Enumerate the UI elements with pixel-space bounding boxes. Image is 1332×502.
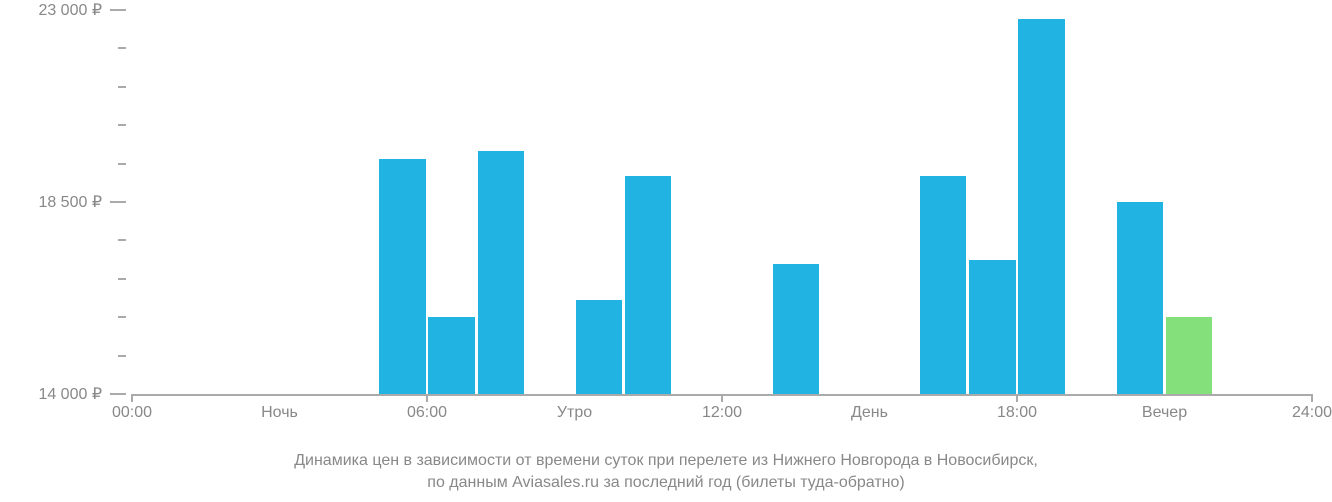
y-major-tick <box>110 201 126 203</box>
price-bar-hour-5 <box>379 159 425 394</box>
y-minor-tick <box>118 47 126 49</box>
x-tick <box>721 394 723 402</box>
price-bar-hour-6 <box>428 317 474 394</box>
y-minor-tick <box>118 316 126 318</box>
x-axis-label: 06:00 <box>407 404 447 422</box>
y-axis-label: 23 000 ₽ <box>0 0 102 20</box>
x-axis-label: День <box>851 404 888 422</box>
x-axis-label: Ночь <box>261 404 298 422</box>
y-minor-tick <box>118 355 126 357</box>
price-bar-hour-10 <box>625 176 671 394</box>
x-axis-label: 00:00 <box>112 404 152 422</box>
y-major-tick <box>110 9 126 11</box>
price-bar-hour-16 <box>920 176 966 394</box>
y-minor-tick <box>118 86 126 88</box>
x-axis-label: 18:00 <box>997 404 1037 422</box>
price-bar-hour-21 <box>1166 317 1212 394</box>
chart-caption: Динамика цен в зависимости от времени су… <box>0 450 1332 494</box>
price-bar-hour-18 <box>1018 19 1064 394</box>
y-axis-label: 14 000 ₽ <box>0 384 102 404</box>
y-minor-tick <box>118 124 126 126</box>
plot-area <box>132 10 1312 394</box>
chart-caption-line-2: по данным Aviasales.ru за последний год … <box>0 472 1332 494</box>
x-tick <box>1016 394 1018 402</box>
y-axis-label: 18 500 ₽ <box>0 192 102 212</box>
price-bar-hour-17 <box>969 260 1015 394</box>
x-axis-label: Утро <box>557 404 592 422</box>
x-axis-label: Вечер <box>1142 404 1187 422</box>
price-bar-hour-13 <box>773 264 819 394</box>
price-bar-hour-9 <box>576 300 622 394</box>
price-bar-hour-20 <box>1117 202 1163 394</box>
chart-caption-line-1: Динамика цен в зависимости от времени су… <box>0 450 1332 472</box>
x-tick <box>131 394 133 402</box>
y-minor-tick <box>118 163 126 165</box>
x-tick <box>426 394 428 402</box>
y-minor-tick <box>118 278 126 280</box>
x-axis-label: 12:00 <box>702 404 742 422</box>
x-tick <box>1311 394 1313 402</box>
x-axis-label: 24:00 <box>1292 404 1332 422</box>
y-minor-tick <box>118 239 126 241</box>
y-major-tick <box>110 393 126 395</box>
price-bar-hour-7 <box>478 151 524 394</box>
